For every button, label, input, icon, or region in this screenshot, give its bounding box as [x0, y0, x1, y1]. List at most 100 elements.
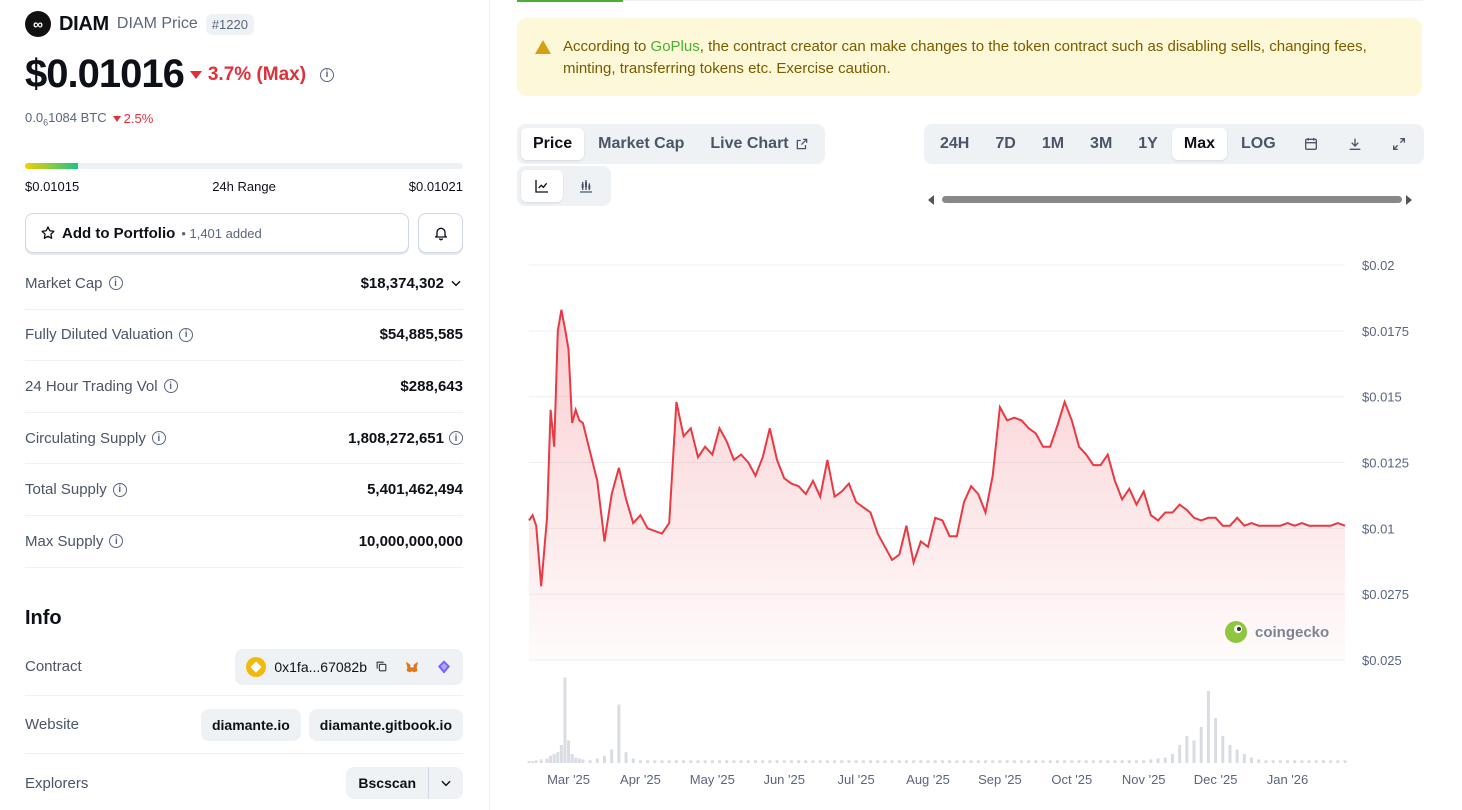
date-picker-button[interactable] — [1290, 128, 1332, 160]
info-icon[interactable]: i — [320, 67, 335, 82]
stat-label: Market Cap — [25, 274, 103, 292]
volume-bar — [976, 760, 980, 763]
scroll-right-icon[interactable] — [1406, 195, 1412, 205]
wallet-icon[interactable] — [436, 659, 452, 675]
explorer-toggle[interactable] — [429, 768, 463, 798]
range-log[interactable]: LOG — [1240, 135, 1276, 152]
volume-bar — [868, 760, 872, 763]
volume-bar — [876, 760, 880, 763]
contract-warning-banner: According to GoPlus, the contract creato… — [517, 18, 1422, 96]
down-arrow-icon — [112, 115, 121, 122]
volume-bar — [689, 760, 693, 763]
volume-bar — [1077, 760, 1081, 763]
volume-bar — [570, 754, 574, 763]
metamask-icon[interactable] — [404, 659, 420, 675]
chart-navigator-scrollbar[interactable] — [928, 193, 1418, 205]
range-7d[interactable]: 7D — [995, 135, 1016, 152]
volume-bar — [1142, 760, 1146, 763]
volume-bar — [574, 757, 578, 763]
tab-divider — [623, 0, 1423, 1]
active-tab-indicator — [517, 0, 623, 2]
tab-market-cap[interactable]: Market Cap — [598, 135, 685, 152]
stat-value: $54,885,585 — [379, 326, 463, 344]
range-1m[interactable]: 1M — [1041, 135, 1065, 152]
y-axis-ticks: $0.02 $0.0175 $0.015 $0.0125 $0.01 $0.0275 $0.… — [1362, 258, 1409, 668]
volume-bar — [1314, 760, 1318, 763]
range-3m[interactable]: 3M — [1090, 135, 1113, 152]
info-icon[interactable]: i — [112, 482, 127, 497]
volume-bar — [682, 760, 686, 763]
tab-live-chart[interactable]: Live Chart — [698, 128, 820, 160]
volume-bar — [746, 760, 750, 763]
coin-symbol: DIAM — [59, 12, 109, 35]
warning-body: , the contract creator can make changes … — [563, 38, 1367, 77]
volume-bar — [789, 760, 793, 763]
watermark-text: coingecko — [1255, 624, 1329, 641]
volume-bar — [897, 760, 901, 763]
scroll-thumb[interactable] — [942, 196, 1402, 203]
range-labels: $0.01015 24h Range $0.01021 — [25, 179, 463, 194]
bnb-chain-icon — [246, 656, 267, 677]
volume-bar — [912, 760, 916, 763]
volume-bar — [710, 760, 714, 763]
info-icon[interactable]: i — [109, 534, 124, 549]
coin-name-label: DIAM Price — [116, 15, 198, 32]
info-section-title: Info — [25, 607, 62, 629]
price-line — [528, 309, 1346, 587]
volume-bar — [610, 749, 614, 763]
explorer-link[interactable]: Bscscan — [346, 767, 429, 799]
info-icon[interactable]: i — [163, 379, 178, 394]
volume-bar — [1091, 760, 1095, 763]
volume-bar — [549, 755, 553, 763]
stat-value: 1,808,272,651 — [348, 429, 444, 447]
volume-bar — [1034, 760, 1038, 763]
candlestick-chart-button[interactable] — [565, 170, 607, 202]
volume-bar — [768, 760, 772, 763]
volume-bar — [1012, 760, 1016, 763]
volume-bar — [919, 760, 923, 763]
copy-icon[interactable] — [375, 660, 388, 673]
x-axis-ticks: Mar '25 Apr '25 May '25 Jun '25 Jul '25 Aug '… — [547, 772, 1308, 787]
stat-label: Total Supply — [25, 481, 107, 499]
warning-text: According to GoPlus, the contract creato… — [563, 36, 1404, 96]
website-row: Website diamante.io diamante.gitbook.io — [25, 696, 463, 754]
tab-price[interactable]: Price — [521, 128, 585, 160]
chevron-down-icon[interactable] — [449, 276, 463, 290]
info-icon[interactable]: i — [108, 276, 123, 291]
volume-bar — [624, 752, 628, 763]
x-tick-label: Aug '25 — [906, 772, 950, 787]
range-max[interactable]: Max — [1171, 128, 1227, 160]
fullscreen-button[interactable] — [1378, 128, 1420, 160]
range-24h[interactable]: 24H — [940, 135, 970, 152]
volume-bar — [833, 760, 837, 763]
add-to-portfolio-button[interactable]: Add to Portfolio • 1,401 added — [25, 213, 409, 253]
volume-bar — [1106, 760, 1110, 763]
info-icon[interactable]: i — [179, 327, 194, 342]
price-chart[interactable]: $0.02 $0.0175 $0.015 $0.0125 $0.01 $0.0275 $0.… — [517, 250, 1422, 795]
volume-bar — [940, 760, 944, 763]
download-button[interactable] — [1334, 128, 1376, 160]
volume-bar — [534, 760, 538, 763]
goplus-link[interactable]: GoPlus — [650, 38, 700, 55]
website-link[interactable]: diamante.gitbook.io — [308, 708, 463, 741]
scroll-left-icon[interactable] — [928, 195, 934, 205]
line-chart-button[interactable] — [521, 170, 563, 202]
volume-bar — [539, 759, 543, 763]
website-links: diamante.io diamante.gitbook.io — [200, 708, 463, 741]
contract-address: 0x1fa...67082b — [274, 658, 367, 675]
website-link[interactable]: diamante.io — [200, 708, 301, 741]
range-1y[interactable]: 1Y — [1138, 135, 1158, 152]
volume-bar — [991, 760, 995, 763]
volume-bar — [1242, 754, 1246, 763]
contract-row: Contract 0x1fa...67082b — [25, 638, 463, 696]
stat-row-max-supply: Max Supply i 10,000,000,000 — [25, 516, 463, 568]
price-alert-button[interactable] — [418, 213, 463, 253]
download-icon — [1349, 138, 1360, 150]
info-icon[interactable]: i — [449, 431, 463, 446]
time-range-tabs: 24H 7D 1M 3M 1Y Max LOG — [924, 124, 1424, 164]
explorer-dropdown[interactable]: Bscscan — [346, 767, 463, 799]
price-change: 3.7% (Max) — [207, 63, 307, 85]
contract-chip[interactable]: 0x1fa...67082b — [235, 648, 463, 685]
info-icon[interactable]: i — [151, 431, 166, 446]
volume-bar — [646, 760, 650, 763]
